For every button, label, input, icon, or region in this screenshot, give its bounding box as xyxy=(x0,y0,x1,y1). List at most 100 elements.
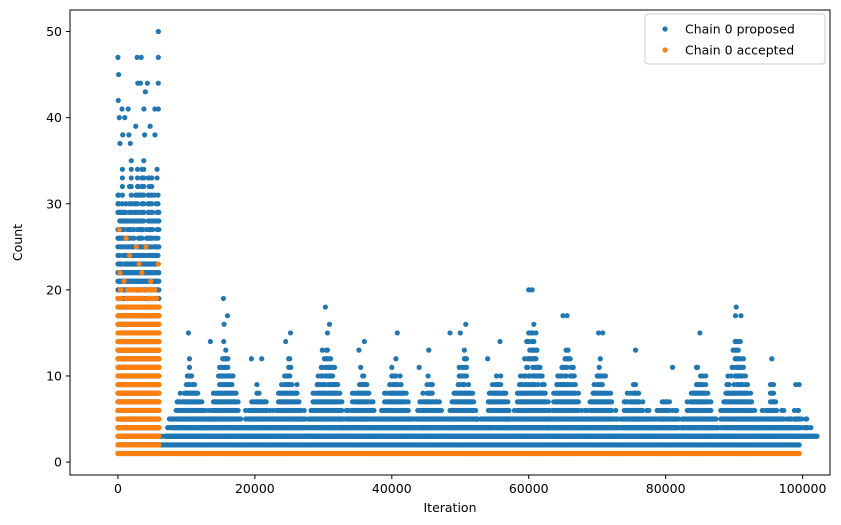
proposed-point xyxy=(156,226,162,233)
proposed-point xyxy=(436,399,442,405)
proposed-point xyxy=(425,373,431,379)
proposed-point xyxy=(545,399,551,405)
proposed-point xyxy=(287,356,293,362)
proposed-point xyxy=(533,330,539,336)
proposed-point xyxy=(121,226,127,233)
proposed-point xyxy=(403,390,409,396)
proposed-point xyxy=(140,226,146,233)
proposed-point xyxy=(537,364,543,370)
proposed-point xyxy=(534,347,540,353)
proposed-point xyxy=(119,166,125,172)
proposed-point xyxy=(141,166,147,172)
proposed-point xyxy=(119,183,125,190)
proposed-point xyxy=(131,235,137,241)
proposed-point xyxy=(186,356,193,362)
proposed-point xyxy=(119,201,125,207)
proposed-point xyxy=(463,364,470,370)
proposed-point xyxy=(128,183,134,190)
proposed-point xyxy=(186,364,193,370)
proposed-point xyxy=(294,390,300,396)
proposed-point xyxy=(229,381,235,388)
proposed-point xyxy=(134,201,141,207)
proposed-point xyxy=(156,278,162,284)
proposed-point xyxy=(155,201,161,207)
proposed-point xyxy=(570,364,576,370)
proposed-point xyxy=(225,356,231,362)
proposed-point xyxy=(119,175,125,181)
proposed-point xyxy=(389,364,395,370)
proposed-point xyxy=(503,390,509,396)
proposed-point xyxy=(531,338,537,345)
proposed-point xyxy=(463,373,470,379)
proposed-point xyxy=(393,356,399,362)
proposed-point xyxy=(596,364,602,370)
proposed-point xyxy=(141,175,147,181)
proposed-point xyxy=(225,364,231,370)
proposed-point xyxy=(119,192,125,198)
proposed-point xyxy=(533,356,539,362)
proposed-point xyxy=(156,287,162,293)
proposed-point xyxy=(288,364,294,370)
proposed-point xyxy=(134,166,141,172)
proposed-point xyxy=(156,209,162,215)
proposed-point xyxy=(156,244,162,250)
proposed-point xyxy=(296,399,302,405)
proposed-point xyxy=(301,407,307,414)
proposed-point xyxy=(116,201,122,207)
proposed-point xyxy=(149,183,155,190)
proposed-point xyxy=(542,390,548,396)
proposed-point xyxy=(235,407,241,414)
proposed-point xyxy=(465,381,472,388)
proposed-point xyxy=(188,373,195,379)
proposed-point xyxy=(525,364,531,370)
proposed-point xyxy=(364,381,370,388)
proposed-point xyxy=(471,399,477,405)
proposed-point xyxy=(796,442,802,448)
proposed-point xyxy=(141,209,147,215)
proposed-point xyxy=(531,321,537,327)
proposed-point xyxy=(117,252,123,259)
proposed-point xyxy=(463,356,470,362)
proposed-point xyxy=(131,226,137,233)
proposed-point xyxy=(329,373,336,379)
proposed-point xyxy=(429,390,435,396)
proposed-point xyxy=(324,347,331,353)
proposed-point xyxy=(575,390,581,396)
proposed-point xyxy=(141,183,147,190)
proposed-point xyxy=(141,201,147,207)
proposed-point xyxy=(438,407,445,414)
proposed-point xyxy=(149,201,155,207)
proposed-point xyxy=(128,175,134,181)
proposed-point xyxy=(128,192,134,198)
proposed-point xyxy=(195,390,201,396)
proposed-point xyxy=(287,373,293,379)
proposed-point xyxy=(154,175,160,181)
proposed-point xyxy=(498,373,504,379)
proposed-point xyxy=(370,399,376,405)
proposed-point xyxy=(141,218,147,224)
proposed-point xyxy=(141,158,147,164)
proposed-point xyxy=(155,192,161,198)
proposed-point xyxy=(339,407,345,414)
proposed-point xyxy=(151,192,158,198)
proposed-point xyxy=(150,209,156,215)
proposed-point xyxy=(116,192,122,198)
proposed-point xyxy=(332,364,338,370)
proposed-point xyxy=(223,347,229,353)
proposed-point xyxy=(461,347,467,353)
proposed-point xyxy=(335,381,341,388)
proposed-point xyxy=(366,390,372,396)
proposed-point xyxy=(575,399,581,405)
proposed-point xyxy=(150,226,156,233)
data-layer xyxy=(115,28,820,457)
proposed-point xyxy=(141,192,147,198)
proposed-point xyxy=(199,399,205,405)
proposed-point xyxy=(505,399,511,405)
proposed-point xyxy=(254,381,260,388)
proposed-point xyxy=(541,381,547,388)
proposed-point xyxy=(155,252,161,259)
proposed-point xyxy=(405,399,411,405)
proposed-point xyxy=(567,356,573,362)
